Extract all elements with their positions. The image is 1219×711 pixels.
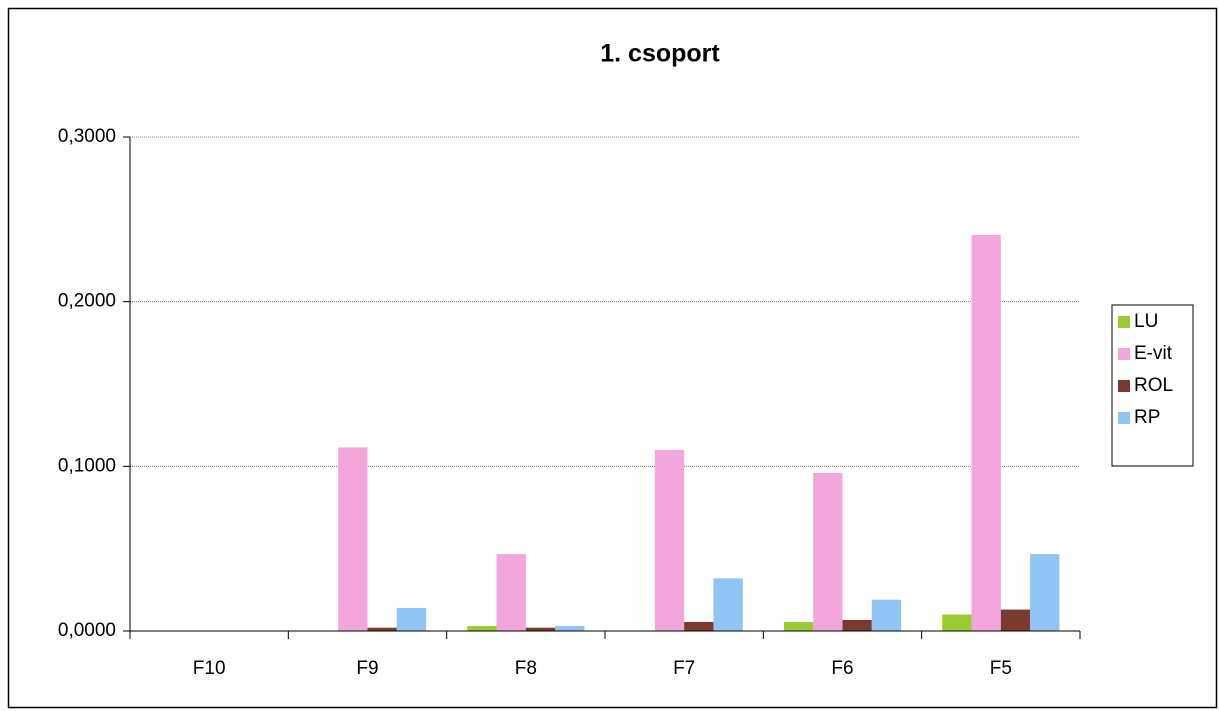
y-tick-label: 0,2000 bbox=[58, 291, 116, 312]
x-tick-label: F8 bbox=[515, 658, 537, 679]
y-tick-label: 0,0000 bbox=[58, 620, 116, 641]
chart-frame bbox=[7, 7, 1218, 709]
bar bbox=[971, 234, 1001, 631]
bar bbox=[842, 619, 872, 631]
bar bbox=[338, 447, 368, 631]
bar bbox=[1000, 609, 1031, 631]
x-tick-label: F7 bbox=[673, 658, 695, 679]
legend-label: LU bbox=[1134, 311, 1158, 332]
x-tick-label: F10 bbox=[193, 658, 226, 679]
bar bbox=[367, 627, 397, 631]
bar bbox=[396, 607, 427, 631]
bar bbox=[783, 621, 814, 631]
y-tick-label: 0,1000 bbox=[58, 455, 116, 476]
bar bbox=[555, 626, 585, 631]
bar bbox=[496, 554, 526, 631]
bar bbox=[713, 578, 743, 631]
x-tick-label: F9 bbox=[356, 658, 378, 679]
x-tick-label: F5 bbox=[990, 658, 1012, 679]
legend-label: RP bbox=[1134, 407, 1160, 428]
bar bbox=[813, 472, 843, 631]
x-tick-label: F6 bbox=[831, 658, 853, 679]
y-tick-label: 0,3000 bbox=[58, 126, 116, 147]
legend-swatch bbox=[1118, 316, 1130, 328]
legend-swatch bbox=[1118, 348, 1130, 360]
bar bbox=[467, 626, 497, 631]
chart-title: 1. csoport bbox=[600, 40, 720, 68]
bar bbox=[525, 627, 556, 631]
bar bbox=[871, 599, 902, 631]
legend-label: ROL bbox=[1134, 375, 1173, 396]
bar bbox=[684, 621, 714, 631]
bar bbox=[654, 449, 685, 631]
legend-swatch bbox=[1118, 380, 1130, 392]
bar bbox=[1030, 554, 1060, 631]
legend-label: E-vit bbox=[1134, 343, 1173, 364]
legend-swatch bbox=[1118, 412, 1130, 424]
bar bbox=[942, 614, 972, 631]
